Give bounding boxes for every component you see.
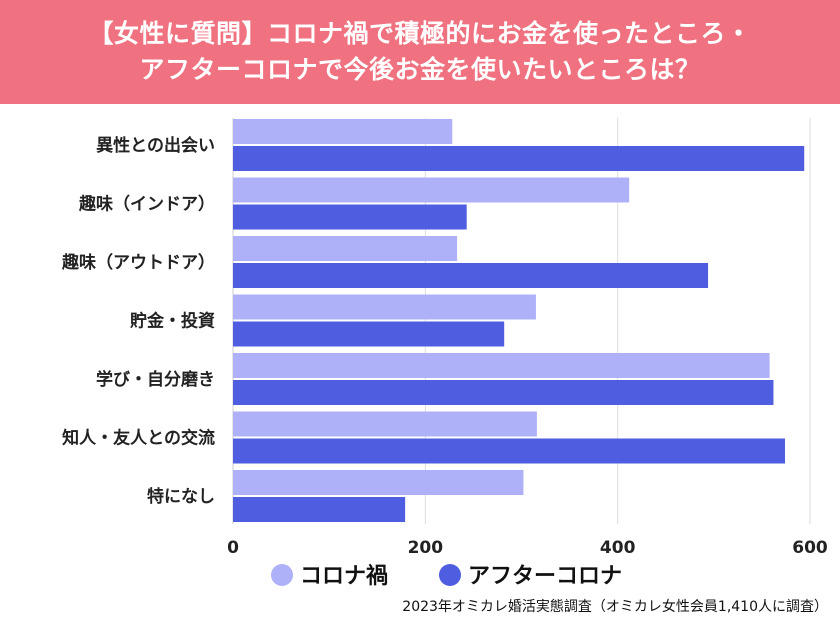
bar-after-3 (233, 321, 505, 347)
legend-during-label: コロナ禍 (300, 564, 388, 589)
bar-during-5 (233, 411, 537, 437)
x-tick-label: 0 (227, 538, 239, 558)
category-label: 知人・友人との交流 (61, 428, 215, 449)
bar-during-4 (233, 353, 770, 378)
category-label: 学び・自分磨き (96, 369, 215, 390)
legend-after-label: アフターコロナ (468, 564, 622, 589)
bar-after-6 (233, 497, 406, 522)
title-line-2: アフターコロナで今後お金を使いたいところは？ (139, 55, 701, 84)
category-label: 趣味（アウトドア） (61, 252, 215, 273)
bar-after-5 (233, 438, 785, 464)
bar-during-6 (233, 470, 524, 495)
bar-during-2 (233, 236, 458, 261)
x-tick-label: 200 (408, 538, 444, 558)
title-banner: 【女性に質問】コロナ禍で積極的にお金を使ったところ・ アフターコロナで今後お金を… (0, 0, 840, 104)
x-tick-label: 600 (792, 538, 828, 558)
bar-after-1 (233, 204, 467, 230)
bar-during-1 (233, 177, 630, 203)
category-label: 特になし (147, 486, 215, 507)
category-label: 趣味（インドア） (78, 194, 215, 215)
legend-during-marker (271, 564, 293, 586)
x-tick-label: 400 (600, 538, 636, 558)
title-line-1: 【女性に質問】コロナ禍で積極的にお金を使ったところ・ (88, 19, 752, 48)
bar-during-0 (233, 119, 453, 144)
bar-after-4 (233, 380, 774, 405)
bar-after-2 (233, 263, 709, 288)
bar-after-0 (233, 146, 805, 171)
category-label: 貯金・投資 (130, 311, 215, 332)
source-note: 2023年オミカレ婚活実態調査（オミカレ女性会員1,410人に調査） (402, 599, 828, 615)
legend-after-marker (439, 564, 461, 586)
bar-during-3 (233, 294, 536, 320)
category-label: 異性との出会い (96, 135, 215, 156)
